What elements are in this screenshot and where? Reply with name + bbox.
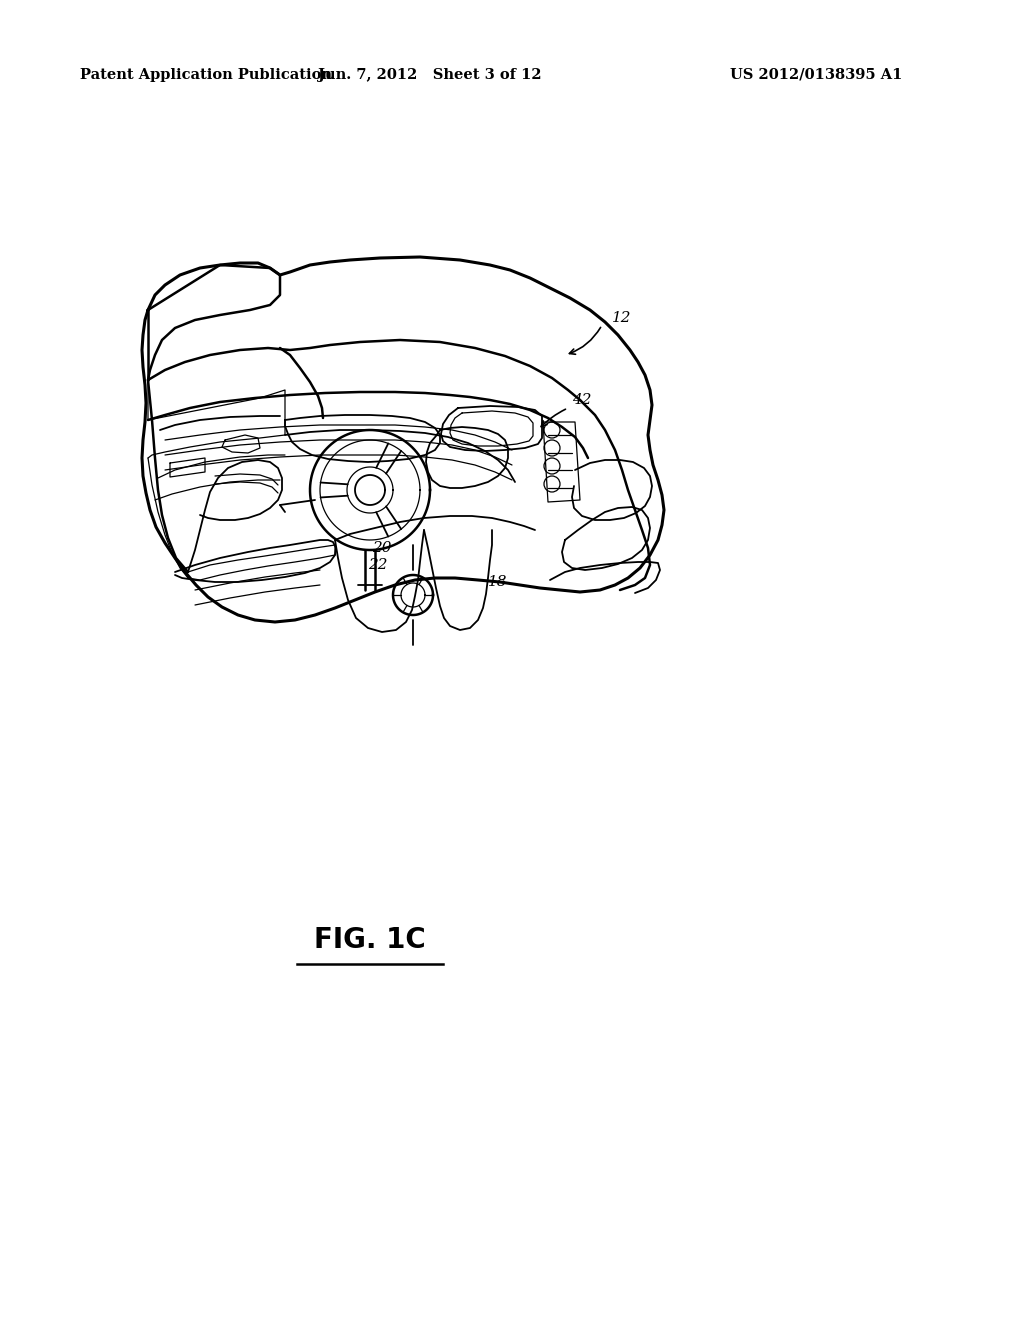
Text: 22: 22 [368,558,387,572]
Text: 20: 20 [372,541,391,554]
Text: FIG. 1C: FIG. 1C [314,927,426,954]
Text: US 2012/0138395 A1: US 2012/0138395 A1 [730,69,902,82]
Text: 12: 12 [612,312,632,325]
Text: Jun. 7, 2012   Sheet 3 of 12: Jun. 7, 2012 Sheet 3 of 12 [318,69,542,82]
Text: 18: 18 [488,576,508,589]
Text: Patent Application Publication: Patent Application Publication [80,69,332,82]
Text: 42: 42 [572,393,592,407]
